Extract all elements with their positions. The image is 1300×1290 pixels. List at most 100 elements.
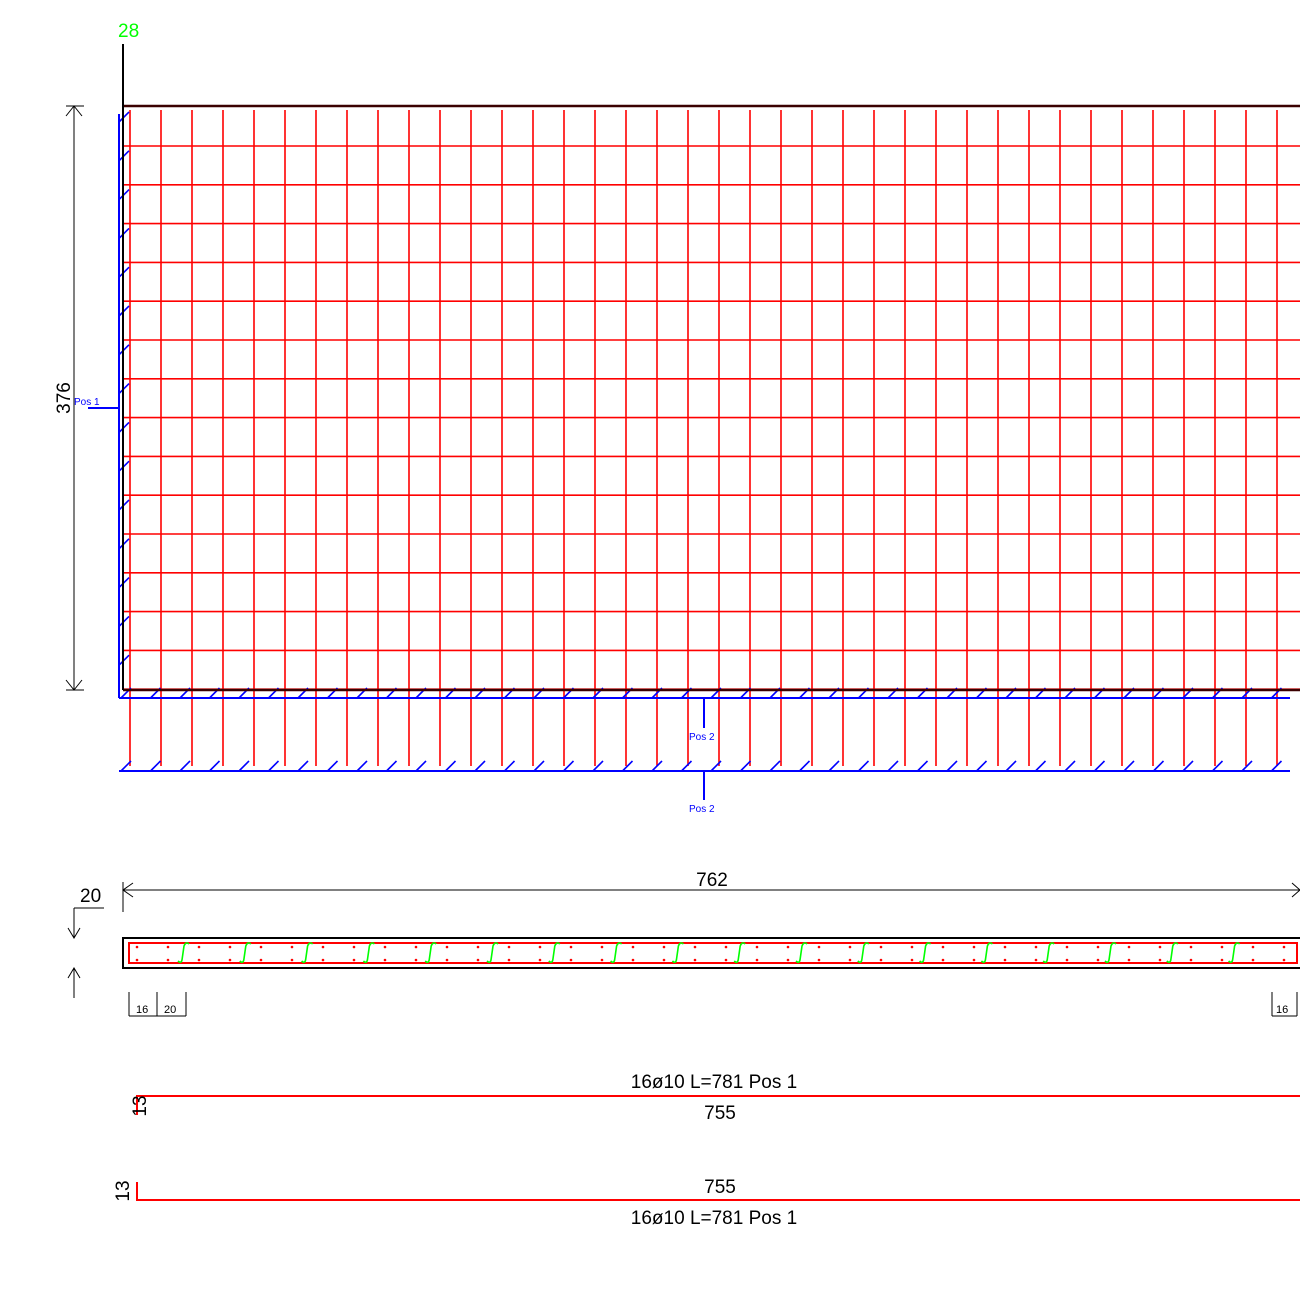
distribution-tick <box>267 760 280 772</box>
section-bar-dot <box>383 945 387 949</box>
distribution-tick <box>238 760 250 772</box>
section-bar-dot <box>941 958 945 962</box>
distribution-tick <box>562 760 575 772</box>
section-ties <box>177 942 1241 964</box>
section-bar-dot <box>445 958 449 962</box>
distribution-tick <box>1034 760 1047 772</box>
distribution-tick <box>592 760 604 772</box>
bar-shape <box>136 1182 1300 1201</box>
distribution-tick <box>179 760 191 772</box>
distribution-tick <box>769 760 781 772</box>
section-bar-dot <box>600 958 604 962</box>
section-bar-dot <box>414 945 418 949</box>
section-bar-dot <box>1127 945 1131 949</box>
section-bar-dot <box>724 945 728 949</box>
bar-straight-length: 755 <box>704 1177 736 1198</box>
section-tie <box>857 942 870 964</box>
section-bar-dot <box>1096 958 1100 962</box>
section-bar-dot <box>879 945 883 949</box>
section-bar-dot <box>817 945 821 949</box>
section-tie <box>177 942 190 964</box>
section-bar-dot <box>259 945 263 949</box>
section-bar-dot <box>166 958 170 962</box>
distribution-tick <box>887 760 899 772</box>
section-bar-dot <box>538 958 542 962</box>
section-bar-dot <box>135 945 139 949</box>
section-bar-dot <box>693 945 697 949</box>
distribution-tick <box>1241 760 1253 772</box>
section-tie <box>610 942 623 964</box>
section-bar-dot <box>1127 958 1131 962</box>
distribution-tick <box>1005 760 1017 772</box>
section-bar-dot <box>848 958 852 962</box>
distribution-tick <box>651 760 663 772</box>
section-bar-dot <box>786 945 790 949</box>
distribution-tick <box>1182 760 1194 772</box>
spacing-dimension: 16 20 16 <box>128 992 1298 1017</box>
distribution-tick <box>916 760 929 772</box>
distribution-tick <box>946 760 958 772</box>
section-bar-dot <box>910 945 914 949</box>
bar-label: 16ø10 L=781 Pos 1 <box>631 1208 797 1229</box>
section-bar-dot <box>1158 945 1162 949</box>
section-bar-dot <box>290 945 294 949</box>
section-outline <box>122 937 1300 969</box>
section-bar-dot <box>352 945 356 949</box>
section-tie <box>1228 942 1241 964</box>
section-bar-dot <box>352 958 356 962</box>
pos2-lower-label: Pos 2 <box>689 804 715 815</box>
distribution-tick <box>710 760 722 772</box>
section-tie <box>980 942 993 964</box>
section-tie <box>795 942 808 964</box>
section-bar-dot <box>631 945 635 949</box>
section-tie <box>671 942 684 964</box>
section-bar-dot <box>1065 958 1069 962</box>
distribution-tick <box>1064 760 1076 772</box>
section-bar-dot <box>724 958 728 962</box>
section-bar-dot <box>662 945 666 949</box>
section-rebar-loop <box>128 942 1298 964</box>
section-bar-dot <box>848 945 852 949</box>
section-tie <box>239 942 252 964</box>
distribution-tick <box>385 760 398 772</box>
section-bar-dot <box>197 945 201 949</box>
horizontal-rebars <box>123 145 1300 691</box>
distribution-tick <box>120 760 132 772</box>
distribution-tick <box>503 760 516 772</box>
distribution-tick <box>149 760 162 772</box>
section-bar-dots <box>135 945 1286 962</box>
bottom-distribution-ticks <box>120 687 1283 772</box>
section-bar-dot <box>910 958 914 962</box>
section-bar-dot <box>662 958 666 962</box>
section-tie <box>486 942 499 964</box>
section-bar-dot <box>1034 945 1038 949</box>
section-bar-dot <box>972 958 976 962</box>
distribution-tick <box>1270 760 1283 772</box>
distribution-tick <box>444 760 457 772</box>
distribution-tick <box>1093 760 1106 772</box>
pos2-upper-label: Pos 2 <box>689 732 715 743</box>
cross-section-view: 762 20 16 20 16 <box>67 870 1300 1017</box>
distribution-tick <box>208 760 221 772</box>
section-bar-dot <box>321 945 325 949</box>
distribution-tick <box>739 760 752 772</box>
section-bar-dot <box>1034 958 1038 962</box>
distribution-tick <box>857 760 870 772</box>
distribution-tick <box>798 760 811 772</box>
length-dimension: 762 <box>122 870 1300 912</box>
section-bar-dot <box>476 958 480 962</box>
height-dimension-value: 376 <box>54 382 75 414</box>
pos1-label: Pos 1 <box>74 397 100 408</box>
distribution-tick <box>297 760 309 772</box>
section-bar-dot <box>321 958 325 962</box>
bar-straight-length: 755 <box>704 1103 736 1124</box>
section-bar-dot <box>786 958 790 962</box>
section-bar-dot <box>1096 945 1100 949</box>
distribution-tick <box>1211 760 1224 772</box>
section-bar-dot <box>1189 958 1193 962</box>
distribution-tick <box>975 760 988 772</box>
section-bar-dot <box>941 945 945 949</box>
section-bar-dot <box>631 958 635 962</box>
section-tie <box>548 942 561 964</box>
